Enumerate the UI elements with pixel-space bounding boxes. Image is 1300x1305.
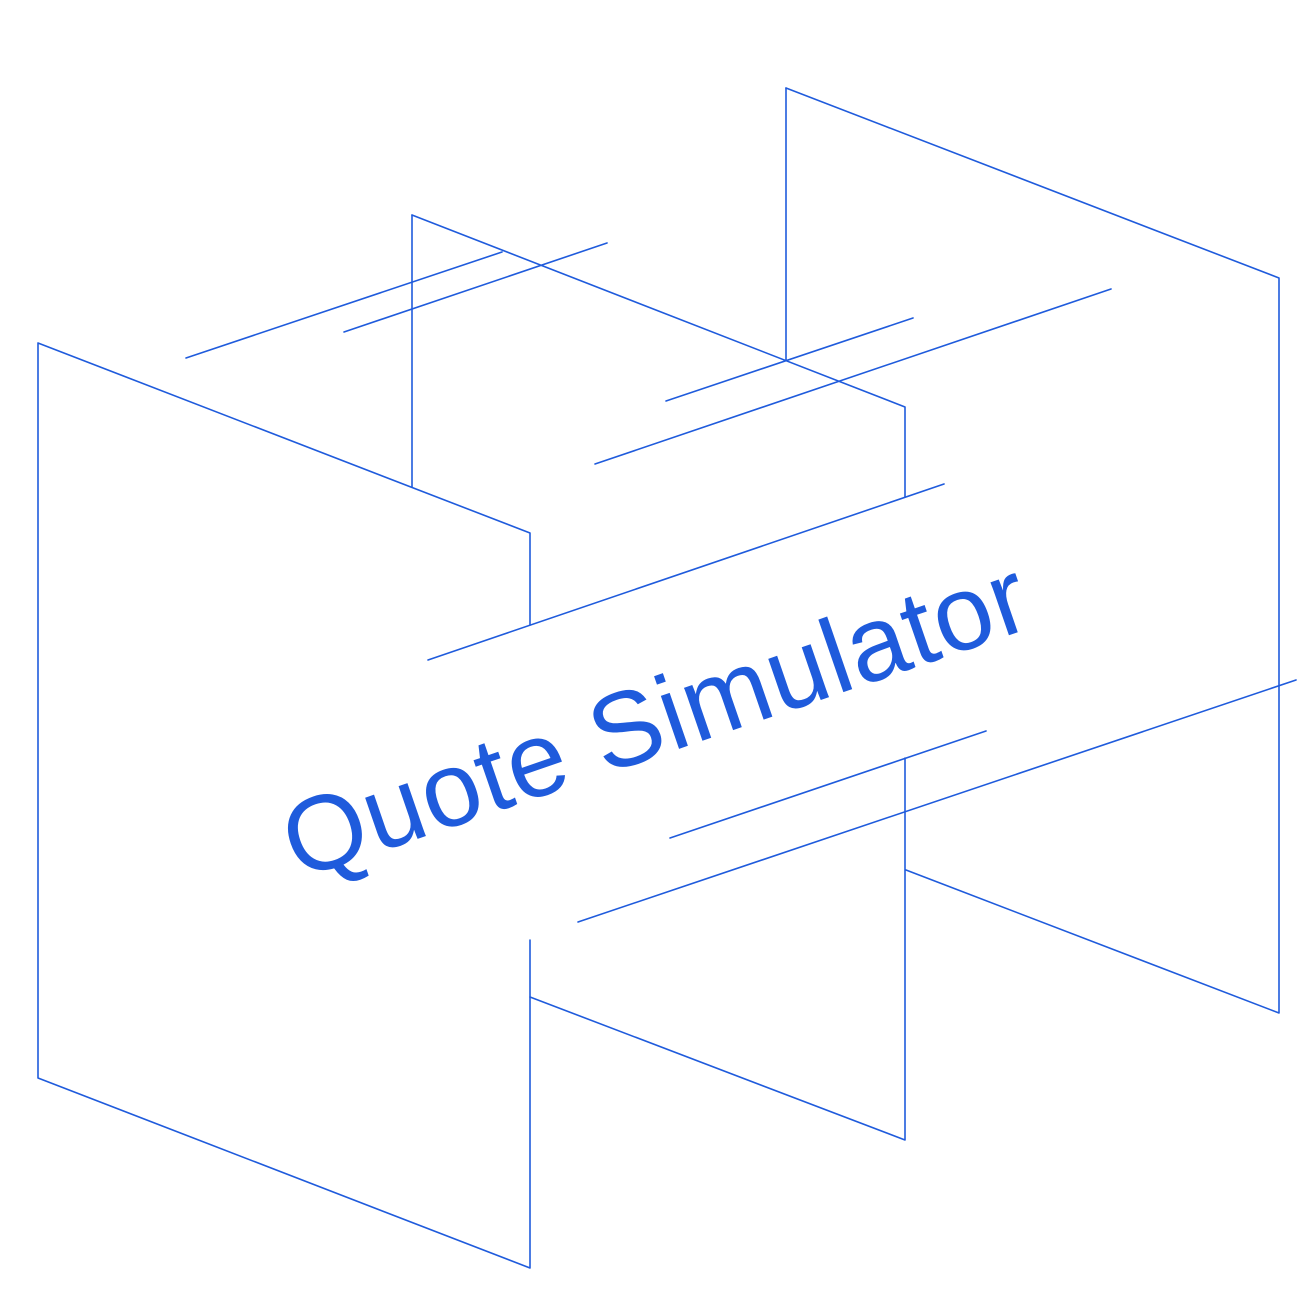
- page-title: Quote Simulator: [267, 536, 1044, 902]
- wireframe-lines: [37, 87, 1297, 1269]
- ledge-line-2: [343, 242, 608, 333]
- ledge-line-1: [185, 251, 503, 359]
- ledge-line-3: [665, 317, 914, 402]
- back-panel-top-edge: [785, 87, 1280, 1014]
- ledge-line-4: [594, 288, 1112, 465]
- front-panel-outline: [37, 342, 531, 1269]
- middle-panel-bottom: [529, 757, 906, 1141]
- ledge-line-5: [427, 483, 945, 661]
- ledge-line-7: [577, 679, 1297, 923]
- ledge-line-6: [669, 730, 987, 839]
- middle-panel-top-edge: [411, 214, 906, 498]
